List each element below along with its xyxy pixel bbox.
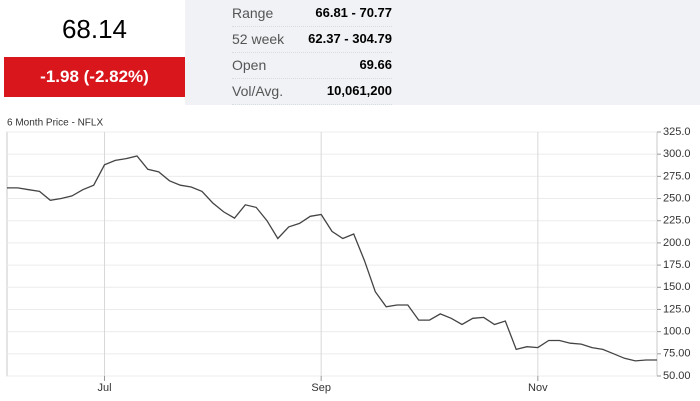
stat-row: Range 66.81 - 70.77	[232, 0, 392, 27]
stat-row: Open 69.66	[232, 52, 392, 79]
stat-value: 62.37 - 304.79	[308, 31, 392, 46]
stat-label: Vol/Avg.	[232, 83, 284, 99]
y-tick-label: 175.0	[663, 259, 691, 271]
y-tick-label: 75.00	[663, 348, 691, 360]
y-tick-label: 100.0	[663, 326, 691, 338]
stats-panel: Range 66.81 - 70.77 52 week 62.37 - 304.79 O…	[185, 0, 700, 105]
y-tick-label: 300.0	[663, 148, 691, 160]
y-tick-label: 225.0	[663, 215, 691, 227]
stat-label: Range	[232, 5, 274, 21]
stat-row: 52 week 62.37 - 304.79	[232, 26, 392, 53]
y-tick-label: 200.0	[663, 237, 691, 249]
last-price: 68.14	[61, 14, 128, 44]
price-line	[7, 155, 657, 362]
stat-row: Vol/Avg. 10,061,200	[232, 78, 392, 105]
stat-label: Open	[232, 57, 267, 73]
stat-value: 10,061,200	[326, 83, 392, 98]
stat-value: 66.81 - 70.77	[315, 5, 392, 20]
stat-value: 69.66	[359, 57, 392, 72]
y-tick-label: 250.0	[663, 192, 691, 204]
chart-title: 6 Month Price - NFLX	[7, 118, 103, 129]
x-tick-label: Jul	[97, 382, 111, 394]
x-tick-label: Sep	[311, 382, 331, 394]
y-tick-label: 150.0	[663, 281, 691, 293]
stat-label: 52 week	[232, 31, 285, 47]
chart: 6 Month Price - NFLX 50.00 75.00 100.0 125.…	[6, 118, 691, 394]
y-tick-label: 125.0	[663, 303, 691, 315]
plot-frame	[6, 131, 658, 377]
y-tick-label: 325.0	[663, 126, 691, 138]
x-tick-label: Nov	[528, 382, 548, 394]
price-change: -1.98 (-2.82%)	[4, 57, 185, 97]
y-tick-label: 275.0	[663, 170, 691, 182]
y-tick-label: 50.00	[663, 370, 691, 382]
